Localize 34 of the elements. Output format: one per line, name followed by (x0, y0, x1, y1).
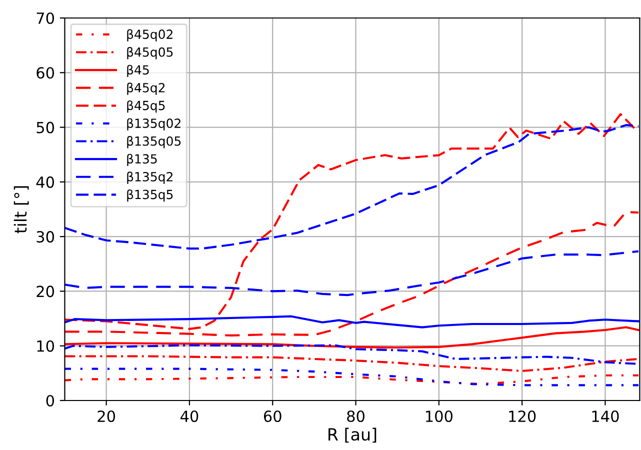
y-tick-label: 40 (36, 176, 54, 188)
y-tick-label: 10 (37, 340, 54, 352)
y-tick-label: 50 (36, 122, 54, 134)
x-tick-label: 100 (426, 410, 452, 422)
x-tick-label: 140 (592, 410, 619, 422)
y-tick-label: 60 (36, 67, 54, 79)
legend-label: β45 (127, 64, 149, 78)
line-series (64, 368, 640, 386)
legend-label: β45q05 (127, 47, 173, 60)
legend-label: β45q5 (127, 100, 165, 113)
y-tick-label: 30 (36, 231, 54, 243)
line-series (64, 210, 640, 337)
legend-label: β135q5 (127, 189, 173, 202)
x-tick-label: 40 (180, 410, 198, 422)
legend-label: β135q2 (127, 172, 172, 184)
legend-label: β45q02 (127, 29, 172, 42)
line-series (64, 326, 640, 349)
line-series (64, 374, 640, 386)
line-series (64, 315, 640, 328)
x-tick-label: 60 (264, 410, 282, 422)
y-tick-label: 70 (36, 12, 54, 24)
y-tick-label: 20 (36, 286, 54, 298)
line-series (64, 113, 637, 330)
legend-label: β135 (127, 154, 157, 166)
x-tick-label: 80 (347, 410, 364, 422)
y-axis-title: tilt [°] (14, 186, 29, 234)
x-axis-title: R [au] (328, 428, 376, 443)
y-tick-label: 0 (46, 394, 54, 407)
x-tick-label: 20 (98, 410, 116, 422)
legend-label: β135q02 (127, 118, 180, 130)
legend-label: β135q05 (127, 136, 181, 148)
x-tick-label: 120 (509, 410, 536, 422)
line-series (64, 250, 640, 296)
legend-label: β45q2 (127, 82, 165, 95)
